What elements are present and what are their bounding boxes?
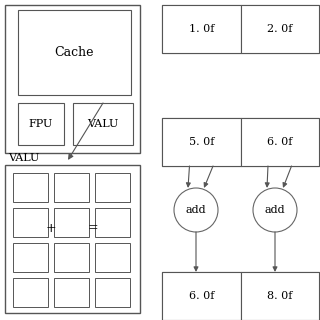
Bar <box>241 118 319 166</box>
Bar <box>73 103 133 145</box>
Bar <box>95 208 130 237</box>
Bar <box>162 118 319 166</box>
Text: add: add <box>265 205 285 215</box>
Text: 8. 0f: 8. 0f <box>267 291 292 301</box>
Bar <box>162 5 241 53</box>
Bar <box>95 278 130 307</box>
Bar <box>54 208 89 237</box>
Bar <box>54 278 89 307</box>
Bar <box>13 278 48 307</box>
Bar <box>5 5 140 153</box>
Bar <box>95 173 130 202</box>
Text: 1. 0f: 1. 0f <box>188 24 214 34</box>
Text: VALU: VALU <box>8 153 39 163</box>
Bar <box>54 243 89 272</box>
Bar <box>18 10 131 95</box>
Text: =: = <box>88 221 98 235</box>
Text: +: + <box>46 221 56 235</box>
Bar <box>241 5 319 53</box>
Text: 5. 0f: 5. 0f <box>188 137 214 147</box>
Text: FPU: FPU <box>29 119 53 129</box>
Bar <box>13 208 48 237</box>
Bar <box>5 165 140 313</box>
Bar <box>18 103 64 145</box>
Circle shape <box>253 188 297 232</box>
Bar <box>95 243 130 272</box>
Text: 6. 0f: 6. 0f <box>188 291 214 301</box>
Bar <box>13 243 48 272</box>
Text: 6. 0f: 6. 0f <box>267 137 292 147</box>
Bar <box>162 118 241 166</box>
Text: add: add <box>186 205 206 215</box>
Text: 2. 0f: 2. 0f <box>267 24 292 34</box>
Bar <box>162 272 319 320</box>
Bar <box>241 272 319 320</box>
Bar <box>13 173 48 202</box>
Bar <box>54 173 89 202</box>
Circle shape <box>174 188 218 232</box>
Text: Cache: Cache <box>54 45 94 59</box>
Text: VALU: VALU <box>87 119 119 129</box>
Bar <box>162 272 241 320</box>
Bar <box>162 5 319 53</box>
